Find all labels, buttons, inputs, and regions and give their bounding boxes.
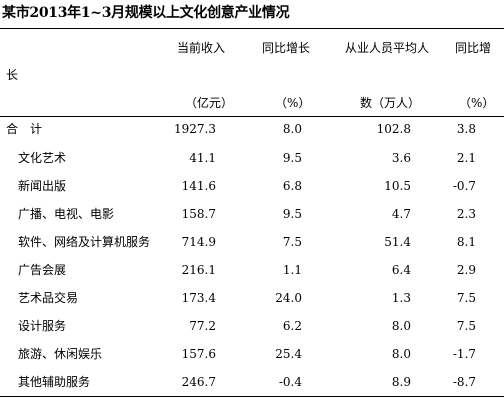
row-revenue-growth: 9.5 bbox=[282, 207, 302, 221]
row-revenue-growth: 6.2 bbox=[282, 319, 302, 333]
row-employees-growth: 2.9 bbox=[456, 263, 476, 277]
table-top-rule bbox=[0, 28, 504, 29]
row-revenue: 141.6 bbox=[181, 179, 216, 193]
header-revenue-growth: 同比增长 bbox=[262, 41, 311, 55]
header-revenue-growth-unit: （%） bbox=[275, 96, 311, 110]
header-employees-unit: 数（万人） bbox=[360, 96, 421, 110]
row-name: 其他辅助服务 bbox=[6, 375, 91, 389]
row-employees: 8.0 bbox=[391, 347, 411, 361]
row-employees: 1.3 bbox=[391, 291, 411, 305]
row-name: 艺术品交易 bbox=[6, 291, 79, 305]
header-employees-growth: 同比增 bbox=[455, 41, 492, 55]
row-employees: 8.9 bbox=[391, 375, 411, 389]
row-employees-growth: -1.7 bbox=[452, 347, 476, 361]
row-revenue-growth: 24.0 bbox=[275, 291, 302, 305]
row-revenue: 158.7 bbox=[181, 207, 216, 221]
row-name: 广播、电视、电影 bbox=[6, 207, 115, 221]
row-name: 软件、网络及计算机服务 bbox=[6, 235, 151, 249]
row-revenue-growth: 1.1 bbox=[282, 263, 302, 277]
row-employees-growth: 7.5 bbox=[456, 291, 476, 305]
table-header-rule bbox=[0, 116, 504, 117]
row-revenue: 157.6 bbox=[181, 347, 216, 361]
row-employees-growth: -0.7 bbox=[452, 179, 476, 193]
row-employees: 10.5 bbox=[384, 179, 411, 193]
row-employees-growth: 8.1 bbox=[456, 235, 476, 249]
row-revenue: 216.1 bbox=[181, 263, 216, 277]
row-employees-growth: 2.3 bbox=[456, 207, 476, 221]
row-revenue: 1927.3 bbox=[174, 122, 216, 136]
row-revenue-growth: 6.8 bbox=[282, 179, 302, 193]
row-revenue: 246.7 bbox=[181, 375, 216, 389]
row-employees: 8.0 bbox=[391, 319, 411, 333]
row-employees-growth: 7.5 bbox=[456, 319, 476, 333]
row-employees-growth: -8.7 bbox=[452, 375, 476, 389]
row-name: 广告会展 bbox=[6, 263, 67, 277]
row-name: 新闻出版 bbox=[6, 179, 67, 193]
row-employees-growth: 2.1 bbox=[456, 151, 476, 165]
row-employees: 51.4 bbox=[384, 235, 411, 249]
row-name: 设计服务 bbox=[6, 319, 67, 333]
row-revenue: 77.2 bbox=[189, 319, 216, 333]
row-name: 文化艺术 bbox=[6, 151, 67, 165]
row-name: 合 计 bbox=[6, 122, 43, 136]
row-revenue-growth: 8.0 bbox=[282, 122, 302, 136]
row-revenue: 41.1 bbox=[189, 151, 216, 165]
row-revenue-growth: 7.5 bbox=[282, 235, 302, 249]
row-name: 旅游、休闲娱乐 bbox=[6, 347, 103, 361]
header-revenue-unit: （亿元） bbox=[185, 96, 234, 110]
row-employees-growth: 3.8 bbox=[456, 122, 476, 136]
row-employees: 4.7 bbox=[391, 207, 411, 221]
row-revenue-growth: 25.4 bbox=[275, 347, 302, 361]
row-employees: 102.8 bbox=[376, 122, 411, 136]
header-employees-growth-unit: （%） bbox=[459, 96, 495, 110]
row-revenue: 714.9 bbox=[181, 235, 216, 249]
row-revenue-growth: 9.5 bbox=[282, 151, 302, 165]
header-employees-growth-wrap: 长 bbox=[6, 68, 19, 82]
table-bottom-rule bbox=[0, 396, 504, 397]
row-revenue-growth: -0.4 bbox=[278, 375, 302, 389]
row-employees: 6.4 bbox=[391, 263, 411, 277]
header-employees: 从业人员平均人 bbox=[345, 41, 430, 55]
row-employees: 3.6 bbox=[391, 151, 411, 165]
header-revenue: 当前收入 bbox=[177, 41, 226, 55]
table-title: 某市2013年1~3月规模以上文化创意产业情况 bbox=[2, 5, 290, 21]
row-revenue: 173.4 bbox=[181, 291, 216, 305]
